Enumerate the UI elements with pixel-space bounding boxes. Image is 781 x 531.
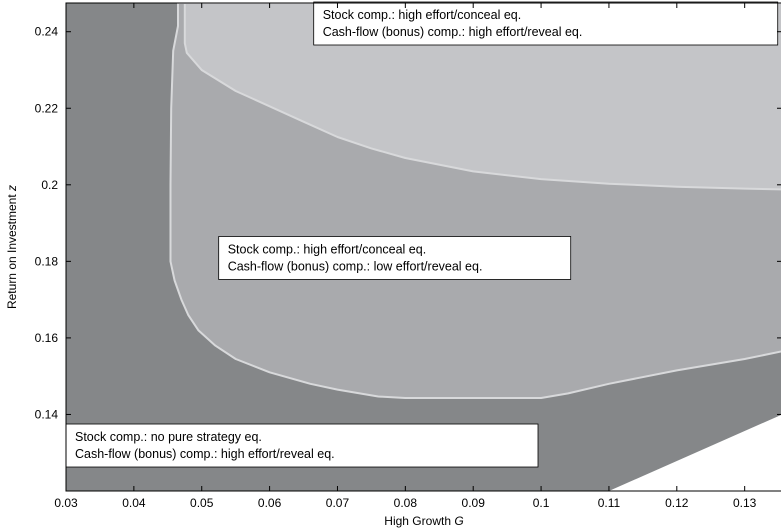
plot-frame <box>65 2 781 492</box>
y-axis-title: Return on Investment z <box>5 185 19 309</box>
x-tick-label: 0.09 <box>462 496 486 510</box>
x-tick-label: 0.11 <box>598 496 621 510</box>
x-tick-label: 0.08 <box>394 496 418 510</box>
annotation-layer: Stock comp.: high effort/conceal eq. Cash… <box>65 1 779 468</box>
y-axis: 0.14 0.16 0.18 0.2 0.22 0.24 <box>35 25 781 421</box>
x-axis-title: High Growth G <box>384 514 463 528</box>
x-tick-label: 0.1 <box>533 496 550 510</box>
x-tick-label: 0.06 <box>258 496 282 510</box>
x-axis: 0.03 0.04 0.05 0.06 0.07 0.08 0.09 0.1 0.11 0.12 0… <box>54 3 757 510</box>
annotation-bottom-line-2: Cash-flow (bonus) comp.: high effort/rev… <box>75 447 335 461</box>
annotation-bottom: Stock comp.: no pure strategy eq. Cash-fl… <box>65 423 539 468</box>
region-blank-corner <box>608 414 781 491</box>
x-tick-label: 0.03 <box>54 496 78 510</box>
annotation-top-line-1: Stock comp.: high effort/conceal eq. <box>323 8 522 22</box>
x-tick-label: 0.05 <box>190 496 214 510</box>
y-tick-label: 0.18 <box>35 254 59 268</box>
y-axis-title-var: z <box>5 185 19 192</box>
y-tick-label: 0.22 <box>35 101 59 115</box>
annotation-middle-line-1: Stock comp.: high effort/conceal eq. <box>228 242 427 256</box>
x-tick-label: 0.13 <box>733 496 757 510</box>
annotation-top: Stock comp.: high effort/conceal eq. Cash… <box>313 1 779 46</box>
region-high-high <box>183 3 781 191</box>
x-tick-label: 0.07 <box>326 496 350 510</box>
annotation-top-line-2: Cash-flow (bonus) comp.: high effort/rev… <box>323 25 583 39</box>
annotation-bottom-box <box>65 423 539 468</box>
y-tick-label: 0.14 <box>35 407 59 421</box>
annotation-top-box <box>313 1 779 46</box>
annotation-middle-box <box>218 236 572 280</box>
x-axis-title-var: G <box>454 514 463 528</box>
annotation-bottom-line-1: Stock comp.: no pure strategy eq. <box>75 430 262 444</box>
y-tick-label: 0.16 <box>35 331 59 345</box>
annotation-middle: Stock comp.: high effort/conceal eq. Cash… <box>218 236 572 280</box>
annotation-middle-line-2: Cash-flow (bonus) comp.: low effort/reve… <box>228 259 483 273</box>
region-layer <box>66 3 781 491</box>
x-tick-label: 0.04 <box>122 496 146 510</box>
y-tick-label: 0.2 <box>41 178 58 192</box>
x-axis-title-text: High Growth <box>384 514 451 528</box>
x-tick-label: 0.12 <box>665 496 689 510</box>
y-tick-label: 0.24 <box>35 25 59 39</box>
y-axis-title-text: Return on Investment <box>5 194 19 309</box>
